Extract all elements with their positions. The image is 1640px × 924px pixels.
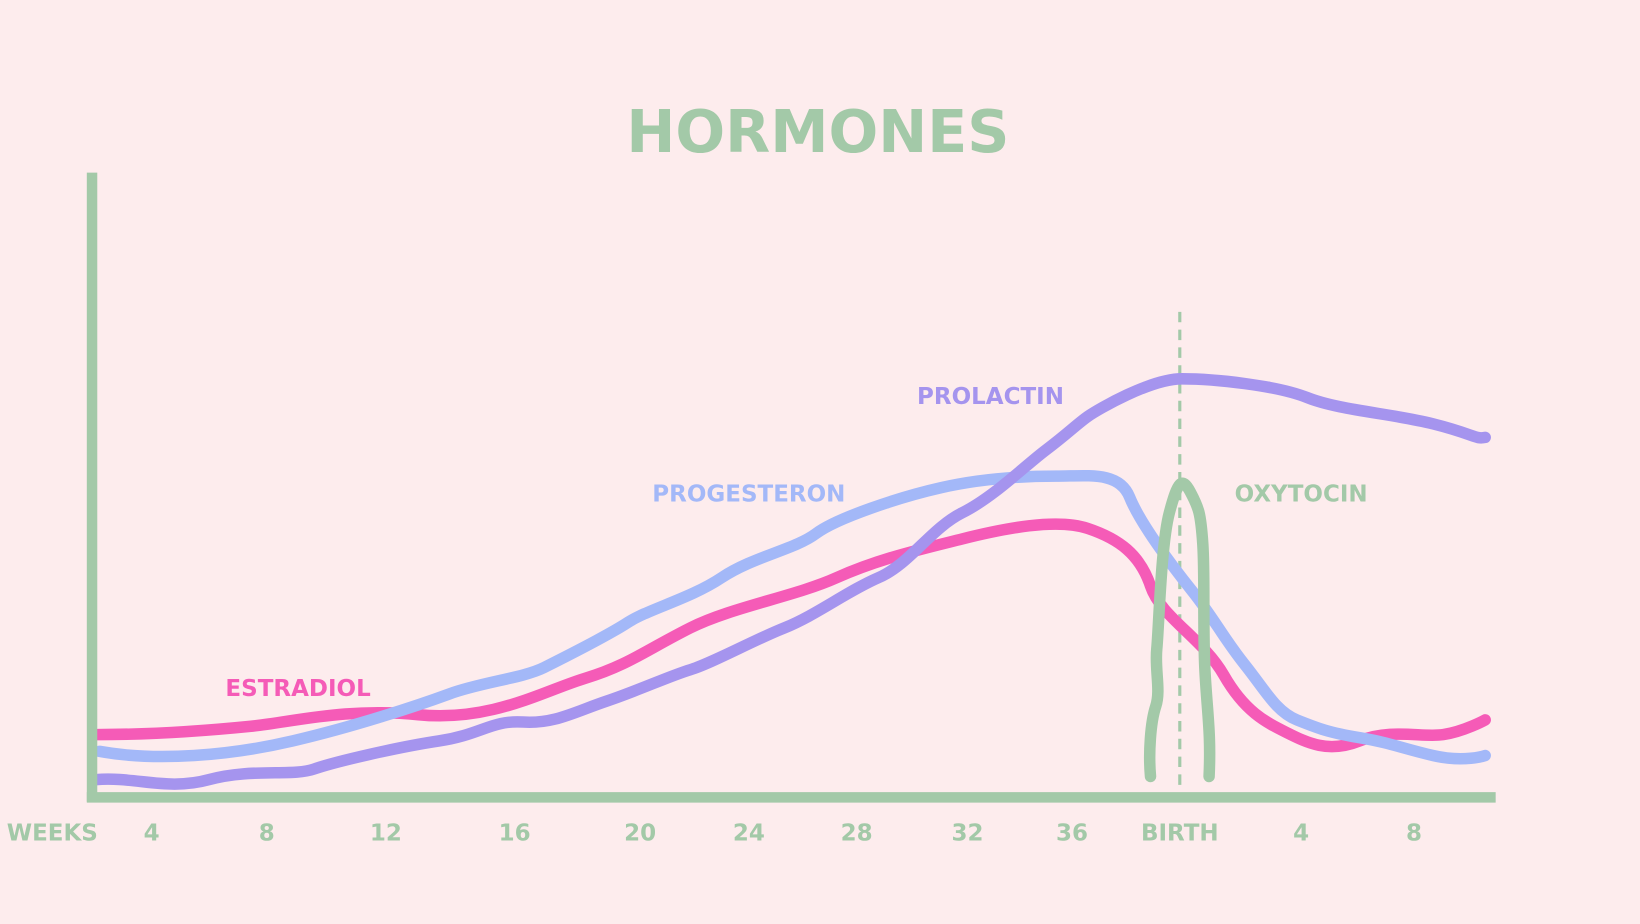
x-label: 12 [370, 821, 402, 847]
x-label: WEEKS [7, 821, 98, 847]
chart-title: HORMONES [626, 98, 1009, 166]
oxytocin-label: OXYTOCIN [1235, 481, 1368, 507]
x-label: 24 [733, 821, 765, 847]
x-label: 4 [144, 821, 160, 847]
progesteron-curve [93, 469, 1491, 765]
oxytocin-curve [1143, 477, 1216, 783]
x-label: 16 [499, 821, 531, 847]
x-label: 4 [1293, 821, 1309, 847]
x-label: 20 [624, 821, 656, 847]
x-label: 36 [1056, 821, 1088, 847]
x-labels: WEEKS 4 8 12 16 20 24 28 32 36 BIRTH 4 8 [7, 821, 1422, 847]
prolactin-label: PROLACTIN [917, 384, 1064, 410]
progesteron-label: PROGESTERON [652, 481, 845, 507]
x-label: 8 [1406, 821, 1422, 847]
x-label: 28 [841, 821, 873, 847]
x-label: 32 [951, 821, 983, 847]
x-label: 8 [259, 821, 275, 847]
estradiol-label: ESTRADIOL [225, 676, 371, 702]
prolactin-curve [90, 373, 1491, 790]
x-label: BIRTH [1141, 821, 1219, 847]
